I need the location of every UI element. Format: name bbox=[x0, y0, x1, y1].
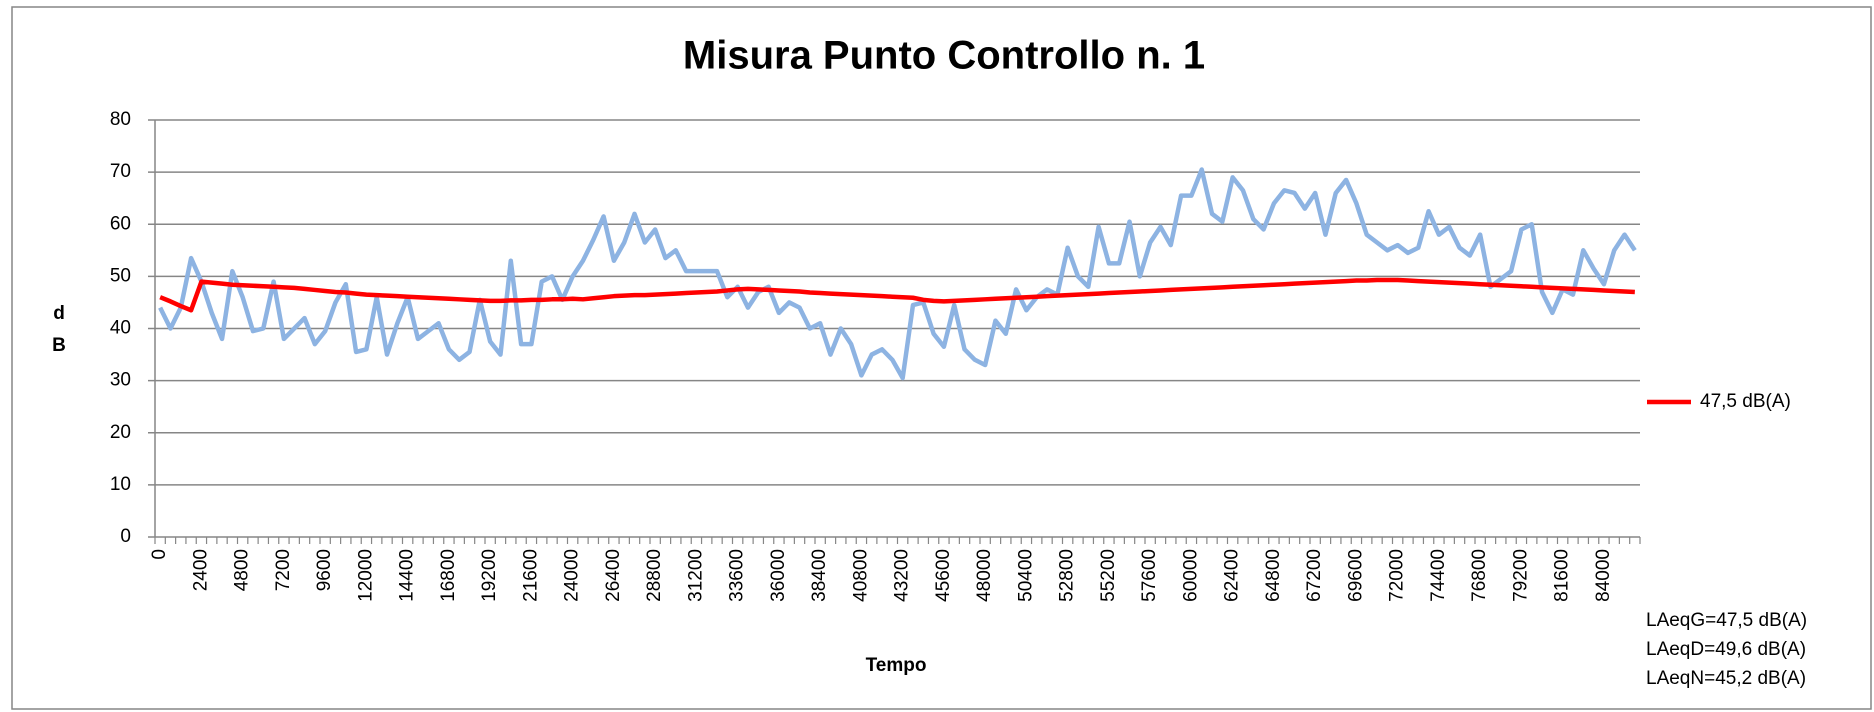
x-tick-label: 24000 bbox=[562, 549, 583, 602]
x-tick-label: 64800 bbox=[1263, 549, 1284, 602]
x-tick-label: 14400 bbox=[397, 549, 418, 602]
x-tick-label: 69600 bbox=[1345, 549, 1366, 602]
y-tick-label: 30 bbox=[110, 370, 131, 391]
x-tick-label: 67200 bbox=[1304, 549, 1325, 602]
x-tick-label: 12000 bbox=[355, 549, 376, 602]
x-tick-label: 81600 bbox=[1552, 549, 1573, 602]
x-tick-label: 50400 bbox=[1015, 549, 1036, 602]
y-tick-label: 40 bbox=[110, 318, 131, 339]
x-tick-label: 40800 bbox=[850, 549, 871, 602]
y-tick-label: 20 bbox=[110, 422, 131, 443]
x-tick-label: 55200 bbox=[1098, 549, 1119, 602]
x-tick-label: 72000 bbox=[1387, 549, 1408, 602]
x-tick-label: 43200 bbox=[892, 549, 913, 602]
x-tick-label: 33600 bbox=[727, 549, 748, 602]
x-tick-label: 62400 bbox=[1222, 549, 1243, 602]
x-tick-label: 21600 bbox=[520, 549, 541, 602]
x-tick-label: 16800 bbox=[438, 549, 459, 602]
x-tick-label: 36000 bbox=[768, 549, 789, 602]
annotation: LAeqN=45,2 dB(A) bbox=[1646, 668, 1806, 689]
x-tick-label: 76800 bbox=[1469, 549, 1490, 602]
chart-frame bbox=[11, 6, 1872, 710]
x-axis-title: Tempo bbox=[866, 655, 927, 676]
x-tick-label: 52800 bbox=[1057, 549, 1078, 602]
x-tick-label: 84000 bbox=[1593, 549, 1614, 602]
y-tick-label: 70 bbox=[110, 161, 131, 182]
x-tick-label: 4800 bbox=[232, 549, 253, 591]
chart-title: Misura Punto Controllo n. 1 bbox=[683, 34, 1205, 78]
x-tick-label: 38400 bbox=[809, 549, 830, 602]
line-series bbox=[158, 167, 1637, 381]
line-series bbox=[159, 277, 1635, 313]
x-tick-label: 45600 bbox=[933, 549, 954, 602]
y-tick-label: 60 bbox=[110, 213, 131, 234]
x-tick-label: 79200 bbox=[1510, 549, 1531, 602]
y-tick-label: 0 bbox=[120, 526, 131, 547]
x-tick-label: 26400 bbox=[603, 549, 624, 602]
x-tick-label: 74400 bbox=[1428, 549, 1449, 602]
x-tick-label: 31200 bbox=[685, 549, 706, 602]
x-tick-label: 9600 bbox=[314, 549, 335, 591]
legend-label: 47,5 dB(A) bbox=[1700, 391, 1791, 412]
annotation: LAeqD=49,6 dB(A) bbox=[1646, 639, 1806, 660]
x-tick-label: 19200 bbox=[479, 549, 500, 602]
y-tick-label: 50 bbox=[110, 265, 131, 286]
x-tick-label: 57600 bbox=[1139, 549, 1160, 602]
x-tick-label: 48000 bbox=[974, 549, 995, 602]
x-tick-label: 7200 bbox=[273, 549, 294, 591]
y-tick-label: 10 bbox=[110, 474, 131, 495]
y-axis-title: dB bbox=[52, 303, 66, 356]
x-tick-label: 0 bbox=[149, 549, 170, 560]
annotation: LAeqG=47,5 dB(A) bbox=[1646, 610, 1807, 631]
x-tick-label: 28800 bbox=[644, 549, 665, 602]
x-tick-label: 2400 bbox=[190, 549, 211, 591]
x-tick-label: 60000 bbox=[1180, 549, 1201, 602]
y-tick-label: 80 bbox=[110, 109, 131, 130]
